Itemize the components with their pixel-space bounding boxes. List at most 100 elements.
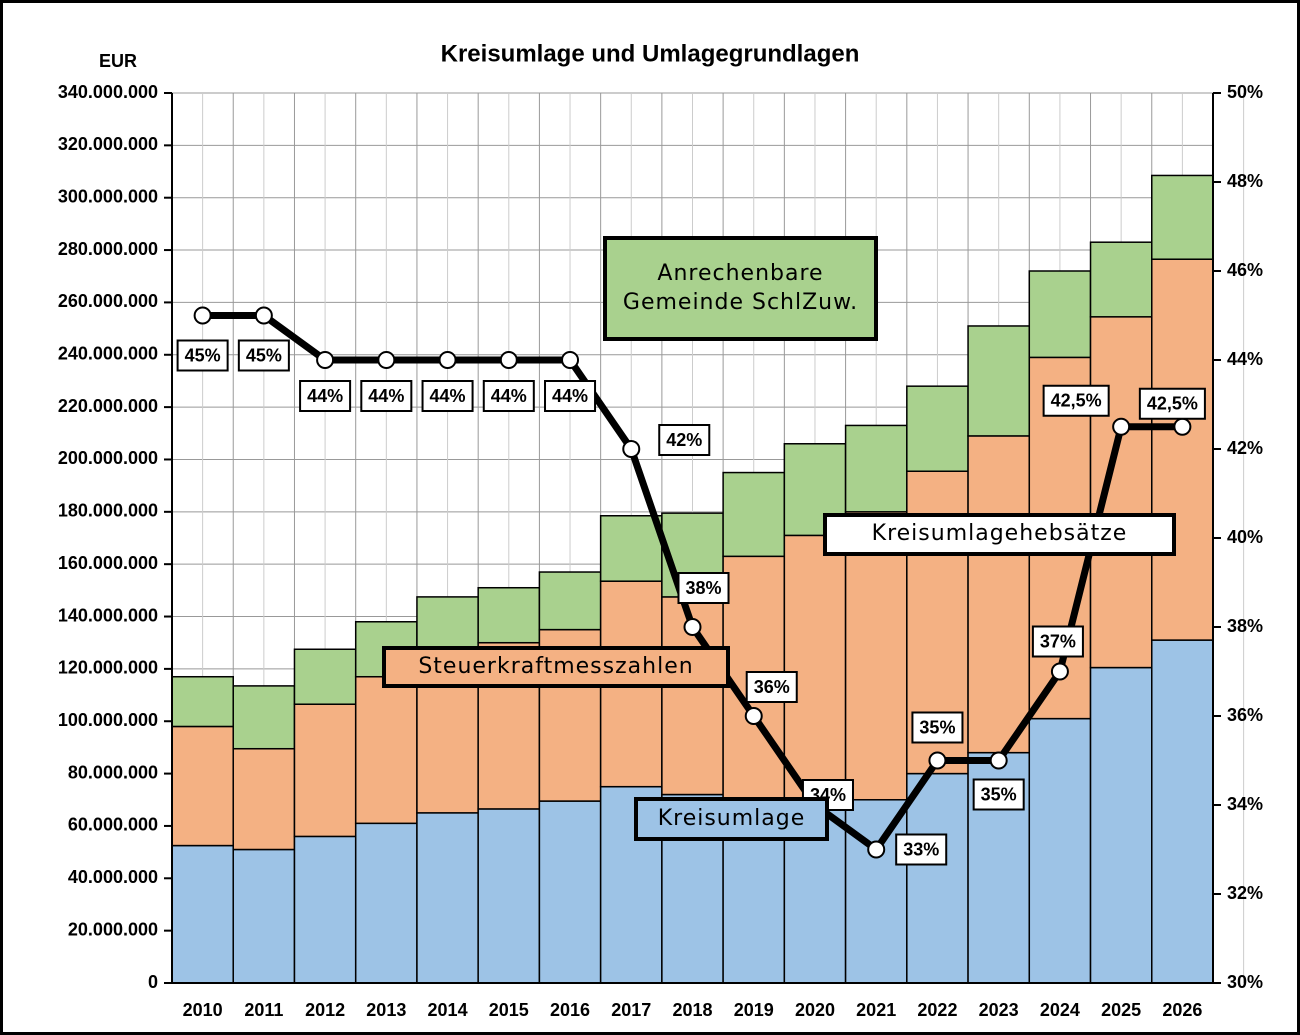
x-tick-label: 2020: [795, 1000, 835, 1020]
y2-tick-label: 38%: [1227, 616, 1263, 636]
x-tick-label: 2013: [366, 1000, 406, 1020]
bar: [171, 675, 234, 728]
bar: [1089, 241, 1153, 318]
point: [438, 351, 457, 369]
data-label: 45%: [246, 345, 282, 365]
data-label-box: [911, 711, 964, 744]
point: [499, 351, 518, 369]
data-label-box: [745, 671, 798, 703]
x-tick-label: 2026: [1162, 1000, 1202, 1020]
point: [622, 440, 641, 458]
bar: [477, 586, 541, 644]
y-tick-label: 80.000.000: [68, 762, 158, 782]
bar: [1151, 258, 1214, 641]
bar: [293, 648, 357, 705]
data-label-box: [677, 572, 730, 604]
point: [1173, 417, 1192, 436]
y-tick-label: 200.000.000: [58, 448, 158, 468]
bar: [599, 515, 663, 582]
data-label: 37%: [1040, 631, 1076, 651]
point: [683, 618, 702, 636]
bar: [477, 808, 541, 984]
y2-tick-label: 30%: [1227, 972, 1263, 992]
data-label: 42,5%: [1147, 394, 1198, 414]
point: [377, 351, 396, 369]
data-label-box: [1138, 387, 1206, 420]
y-tick-label: 100.000.000: [58, 710, 158, 730]
bar: [354, 822, 418, 984]
series-label: Anrechenbare Gemeinde SchlZuw.: [603, 236, 878, 341]
y2-tick-label: 32%: [1227, 883, 1263, 903]
y-tick-label: 0: [148, 972, 158, 992]
bar: [1028, 270, 1092, 359]
bar: [171, 725, 234, 847]
bar: [1028, 717, 1092, 984]
y-tick-label: 40.000.000: [68, 867, 158, 887]
point: [989, 751, 1008, 770]
x-tick-label: 2021: [856, 1000, 896, 1020]
point: [561, 351, 580, 369]
y2-tick-label: 34%: [1227, 794, 1263, 814]
data-label-box: [421, 380, 474, 412]
bar: [171, 844, 234, 984]
y2-tick-label: 48%: [1227, 171, 1263, 191]
data-label: 35%: [981, 784, 1017, 804]
y-tick-label: 120.000.000: [58, 658, 158, 678]
bar: [232, 747, 296, 851]
point: [1112, 417, 1131, 436]
data-label: 33%: [903, 839, 939, 859]
y-tick-label: 340.000.000: [58, 82, 158, 102]
y-tick-label: 140.000.000: [58, 605, 158, 625]
y2-tick-label: 42%: [1227, 438, 1263, 458]
x-tick-label: 2015: [489, 1000, 529, 1020]
bar: [1089, 666, 1153, 984]
x-tick-label: 2023: [979, 1000, 1019, 1020]
x-tick-label: 2010: [183, 1000, 223, 1020]
data-label-box: [544, 380, 597, 412]
y-tick-label: 240.000.000: [58, 344, 158, 364]
bar: [967, 325, 1031, 437]
bar: [293, 835, 357, 984]
point: [316, 351, 335, 369]
data-label-box: [658, 424, 711, 456]
point: [1050, 662, 1069, 681]
y-tick-label: 260.000.000: [58, 291, 158, 311]
data-label-box: [1031, 625, 1084, 658]
bar: [538, 571, 602, 631]
bar: [844, 799, 908, 984]
point: [928, 751, 947, 770]
x-tick-label: 2014: [428, 1000, 468, 1020]
data-label: 44%: [430, 386, 466, 406]
series-label: Kreisumlagehebsätze: [823, 513, 1176, 556]
bar: [232, 685, 296, 750]
x-tick-label: 2018: [672, 1000, 712, 1020]
x-tick-label: 2011: [244, 1000, 283, 1020]
series-label: Steuerkraftmesszahlen: [382, 646, 730, 688]
data-label-box: [237, 339, 290, 372]
bar: [906, 772, 969, 984]
point: [744, 707, 763, 725]
bar: [416, 812, 479, 984]
data-label: 44%: [307, 386, 343, 406]
data-label: 42%: [666, 430, 702, 450]
bar: [538, 800, 602, 984]
y-tick-label: 20.000.000: [68, 919, 158, 939]
data-label-box: [1042, 384, 1110, 417]
y-tick-label: 180.000.000: [58, 501, 158, 521]
y-tick-label: 300.000.000: [58, 186, 158, 206]
bar: [293, 703, 357, 838]
x-tick-label: 2022: [917, 1000, 957, 1020]
bar: [722, 471, 786, 558]
data-label: 44%: [491, 386, 527, 406]
bar: [1151, 174, 1214, 260]
chart-title: Kreisumlage und Umlagegrundlagen: [441, 40, 860, 67]
y-tick-label: 160.000.000: [58, 553, 158, 573]
data-label-box: [360, 380, 413, 412]
data-label-box: [972, 778, 1025, 811]
x-tick-label: 2025: [1101, 1000, 1141, 1020]
y2-tick-label: 44%: [1227, 349, 1263, 369]
data-label: 44%: [368, 386, 404, 406]
point: [867, 840, 886, 859]
y2-tick-label: 36%: [1227, 705, 1263, 725]
data-label-box: [299, 380, 352, 412]
